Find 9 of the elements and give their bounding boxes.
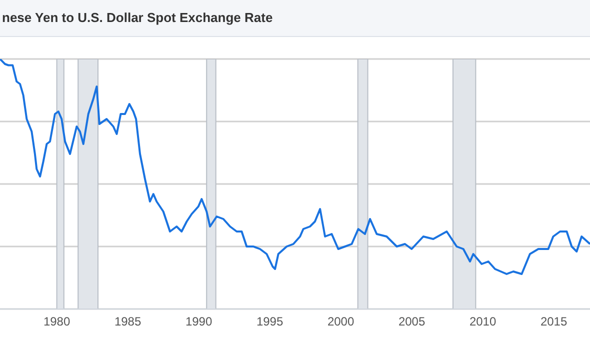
x-tick-label: 1985 [114,314,142,329]
chart-title: nese Yen to U.S. Dollar Spot Exchange Rate [0,0,590,37]
x-tick-label: 2010 [469,314,496,329]
x-tick-label: 2015 [540,314,568,329]
x-tick-label: 1980 [43,314,70,329]
x-tick-label: 1990 [185,314,212,329]
x-tick-label: 1995 [256,314,284,329]
x-tick-label: 2005 [398,314,426,329]
x-tick-label: 2000 [327,314,354,329]
